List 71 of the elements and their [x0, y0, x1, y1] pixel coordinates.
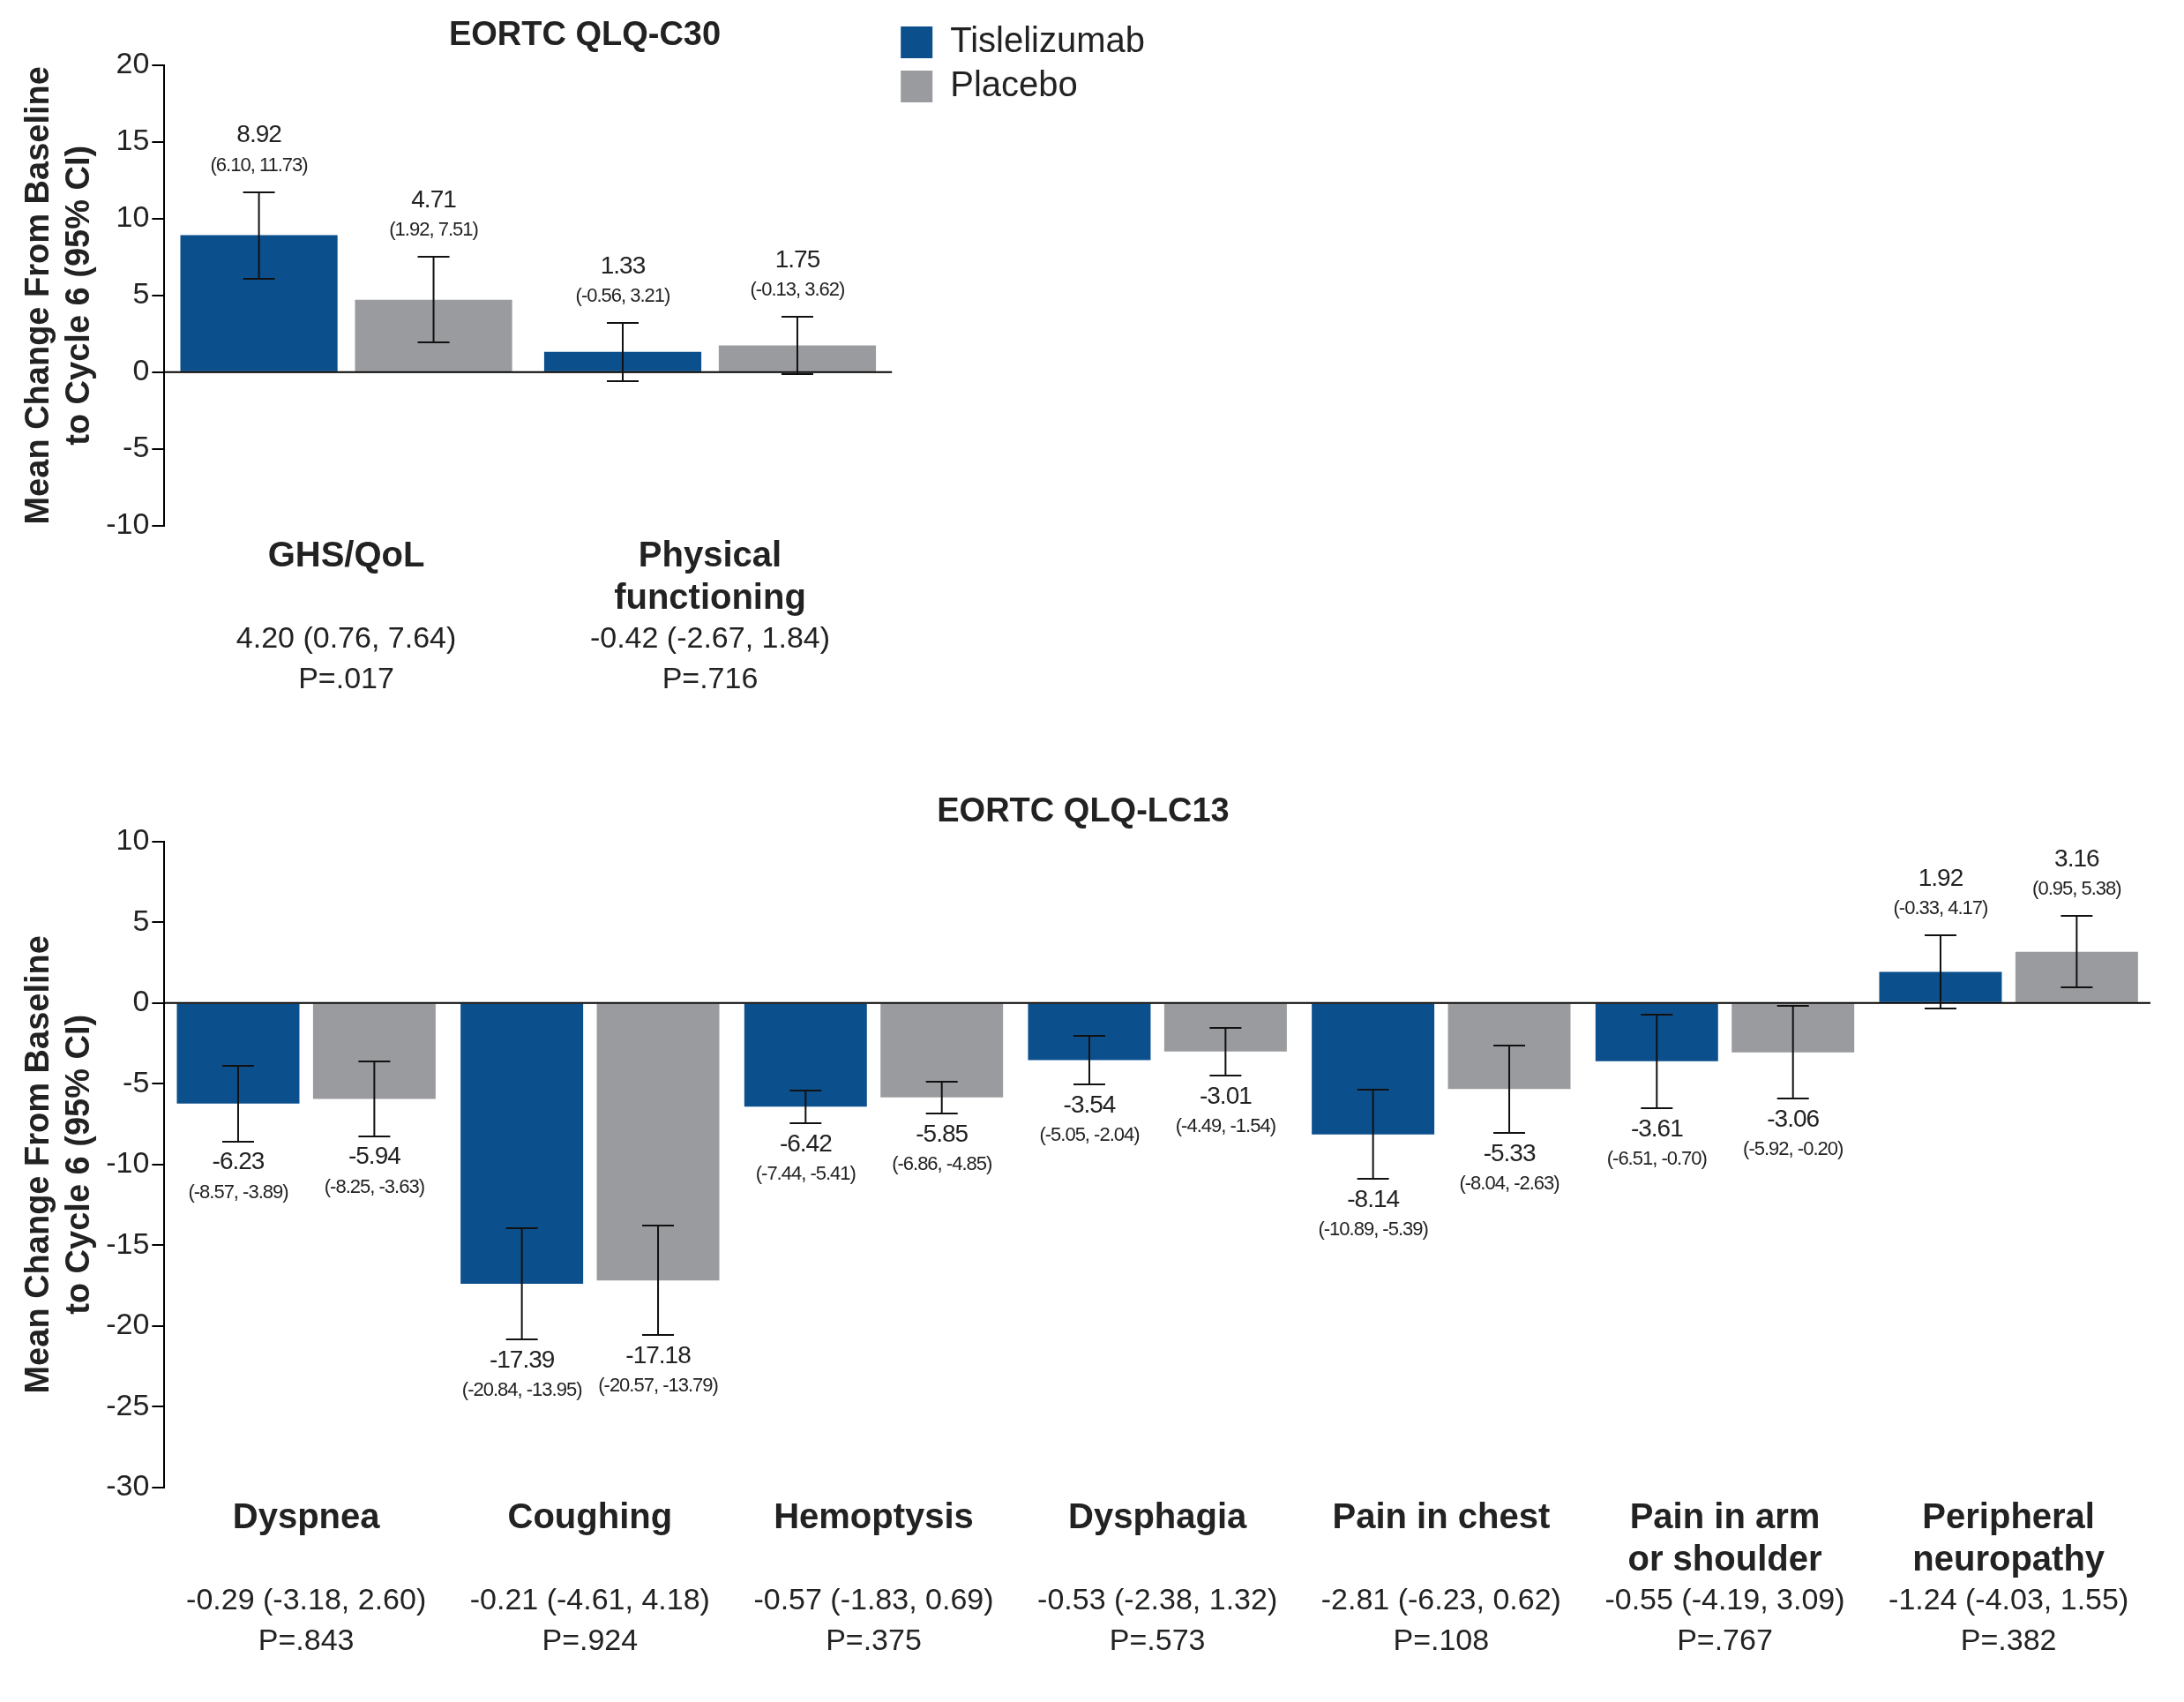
data-label: 3.16 (0.95, 5.38): [2032, 844, 2121, 900]
text: -0.21 (-4.61, 4.18): [469, 1582, 710, 1616]
data-label: 8.92 (6.10, 11.73): [210, 120, 308, 176]
data-label: -3.61 (-6.51, -0.70): [1606, 1113, 1707, 1169]
bar: [180, 235, 338, 371]
y-tick-label: 20: [116, 45, 150, 79]
y-tick-label: -5: [123, 1064, 150, 1098]
chart-title: EORTC QLQ-C30: [448, 15, 722, 53]
data-label: -6.23 (-8.57, -3.89): [188, 1147, 288, 1203]
text: P=.924: [542, 1623, 639, 1657]
y-tick-label: -25: [106, 1387, 150, 1421]
x-tick-label: Hemoptysis: [774, 1496, 974, 1536]
data-label: 4.71 (1.92, 7.51): [389, 184, 478, 241]
x-tick-label: Physical functioning: [614, 535, 806, 617]
data-label: -5.33 (-8.04, -2.63): [1459, 1138, 1559, 1194]
data-label: -3.01 (-4.49, -1.54): [1175, 1081, 1275, 1136]
text: -0.57 (-1.83, 0.69): [753, 1582, 994, 1616]
bar: [718, 345, 877, 371]
data-label: -17.18 (-20.57, -13.79): [598, 1341, 718, 1397]
text: P=.716: [662, 661, 759, 695]
y-axis-title: Mean Change From Baseline to Cycle 6 (95% CI): [19, 66, 96, 525]
x-tick-label: Pain in arm or shoulder: [1627, 1496, 1822, 1578]
text: P=.843: [258, 1623, 355, 1657]
legend-label: Tislelizumab: [950, 20, 1146, 60]
bar: [355, 299, 512, 371]
y-tick-label: -30: [106, 1468, 150, 1503]
x-tick-label: Coughing: [507, 1496, 673, 1536]
text: P=.375: [826, 1623, 922, 1657]
bar: [543, 351, 702, 371]
text: P=.382: [1960, 1623, 2057, 1657]
text: -0.29 (-3.18, 2.60): [186, 1582, 427, 1616]
data-label: -3.06 (-5.92, -0.20): [1743, 1104, 1844, 1160]
data-label: -6.42 (-7.44, -5.41): [755, 1128, 856, 1184]
x-tick-label: Dysphagia: [1068, 1496, 1248, 1536]
y-tick-label: 5: [132, 276, 150, 311]
text: -1.24 (-4.03, 1.55): [1889, 1582, 2129, 1616]
y-axis-title: Mean Change From Baseline to Cycle 6 (95% CI): [19, 935, 96, 1394]
y-tick-label: 0: [132, 353, 150, 387]
y-tick-label: 5: [132, 903, 150, 937]
x-tick-label: GHS/QoL: [267, 535, 425, 574]
y-tick-label: -10: [106, 506, 150, 541]
data-label: -3.54 (-5.05, -2.04): [1039, 1090, 1140, 1146]
text: -0.55 (-4.19, 3.09): [1604, 1582, 1845, 1616]
text: P=.573: [1109, 1623, 1206, 1657]
text: P=.767: [1677, 1623, 1773, 1657]
x-tick-label: Dyspnea: [232, 1496, 381, 1536]
data-label: -17.39 (-20.84, -13.95): [461, 1346, 582, 1401]
y-tick-label: -15: [106, 1226, 150, 1260]
data-label: 1.75 (-0.13, 3.62): [750, 244, 845, 300]
text: P=.017: [298, 661, 394, 695]
x-tick-label: Peripheral neuropathy: [1912, 1496, 2105, 1578]
y-tick-label: -10: [106, 1145, 150, 1180]
data-label: 1.33 (-0.56, 3.21): [575, 251, 670, 307]
y-tick-label: -5: [123, 430, 150, 464]
text: -0.42 (-2.67, 1.84): [589, 620, 831, 655]
y-tick-label: 15: [116, 123, 150, 157]
data-label: -8.14 (-10.89, -5.39): [1318, 1184, 1428, 1241]
y-tick-label: 0: [132, 984, 150, 1018]
text: 4.20 (0.76, 7.64): [236, 620, 457, 655]
text: P=.108: [1393, 1623, 1490, 1657]
x-tick-label: Pain in chest: [1332, 1496, 1551, 1536]
legend-label: Placebo: [950, 64, 1078, 104]
text: -2.81 (-6.23, 0.62): [1320, 1582, 1561, 1616]
chart-title: EORTC QLQ-LC13: [937, 791, 1230, 829]
y-tick-label: 10: [116, 821, 150, 856]
data-label: 1.92 (-0.33, 4.17): [1893, 864, 1988, 919]
y-tick-label: 10: [116, 199, 150, 234]
text: -0.53 (-2.38, 1.32): [1037, 1582, 1278, 1616]
y-tick-label: -20: [106, 1307, 150, 1341]
data-label: -5.85 (-6.86, -4.85): [892, 1120, 992, 1175]
data-label: -5.94 (-8.25, -3.63): [324, 1142, 424, 1197]
